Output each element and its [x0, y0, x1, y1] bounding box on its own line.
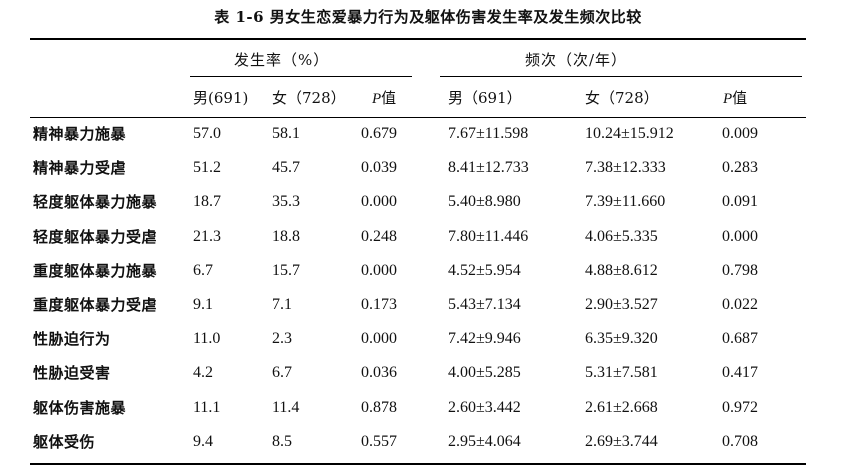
col-header-p1: P值	[372, 88, 396, 109]
cell-rate-male: 9.4	[193, 432, 213, 450]
col-header-rate-male: 男(691)	[193, 89, 249, 107]
cell-freq-male: 5.40±8.980	[448, 193, 521, 211]
col-header-freq-female: 女（728）	[585, 89, 659, 107]
col-header-p2-suffix: 值	[732, 89, 748, 107]
cell-freq-female: 2.61±2.668	[585, 398, 658, 416]
cell-rate-male: 4.2	[193, 364, 213, 382]
group-underline-rate	[190, 76, 412, 77]
cell-rate-male: 6.7	[193, 261, 213, 279]
cell-p-freq: 0.283	[722, 159, 758, 177]
cell-p-freq: 0.798	[722, 261, 758, 279]
cell-p-rate: 0.173	[361, 296, 397, 313]
cell-rate-female: 35.3	[272, 193, 300, 211]
cell-p-rate: 0.878	[361, 398, 397, 416]
col-header-p1-symbol: P	[372, 91, 382, 107]
cell-freq-male: 4.00±5.285	[448, 364, 521, 382]
cell-freq-female: 2.69±3.744	[585, 432, 658, 450]
col-header-freq-male: 男（691）	[448, 89, 522, 107]
cell-rate-male: 21.3	[193, 227, 221, 245]
cell-freq-male: 8.41±12.733	[448, 159, 529, 177]
row-label: 躯体受伤	[33, 432, 96, 451]
cell-freq-male: 7.80±11.446	[448, 227, 529, 245]
cell-rate-male: 51.2	[193, 159, 221, 177]
row-label: 重度躯体暴力施暴	[33, 261, 158, 280]
cell-p-freq: 0.000	[722, 227, 758, 245]
cell-rate-male: 57.0	[193, 125, 221, 142]
col-header-p2: P值	[723, 88, 747, 109]
cell-p-rate: 0.039	[361, 159, 397, 177]
row-label: 精神暴力施暴	[33, 125, 127, 143]
cell-freq-female: 6.35±9.320	[585, 330, 658, 348]
row-label: 轻度躯体暴力受虐	[33, 227, 158, 246]
cell-freq-female: 10.24±15.912	[585, 125, 674, 142]
cell-p-freq: 0.022	[722, 296, 758, 313]
cell-freq-male: 7.67±11.598	[448, 125, 529, 142]
cell-freq-female: 2.90±3.527	[585, 296, 658, 313]
row-label: 重度躯体暴力受虐	[33, 296, 158, 314]
cell-p-freq: 0.417	[722, 364, 758, 382]
top-rule	[30, 38, 806, 40]
col-header-p1-suffix: 值	[381, 89, 397, 107]
cell-freq-female: 4.06±5.335	[585, 227, 658, 245]
cell-freq-female: 4.88±8.612	[585, 261, 658, 279]
col-header-rate-female: 女（728）	[272, 89, 346, 107]
cell-p-rate: 0.557	[361, 432, 397, 450]
cell-rate-female: 18.8	[272, 227, 300, 245]
row-label: 性胁迫行为	[33, 330, 111, 349]
group-header-frequency: 频次（次/年）	[525, 51, 628, 69]
cell-freq-female: 7.39±11.660	[585, 193, 666, 211]
cell-p-freq: 0.091	[722, 193, 758, 211]
cell-rate-female: 15.7	[272, 261, 300, 279]
cell-rate-male: 11.0	[193, 330, 221, 348]
cell-p-freq: 0.009	[722, 125, 758, 142]
cell-freq-male: 2.60±3.442	[448, 398, 521, 416]
cell-rate-female: 7.1	[272, 296, 292, 313]
cell-rate-female: 11.4	[272, 398, 300, 416]
cell-freq-female: 5.31±7.581	[585, 364, 658, 382]
cell-p-rate: 0.000	[361, 330, 397, 348]
cell-p-rate: 0.036	[361, 364, 397, 382]
cell-rate-male: 18.7	[193, 193, 221, 211]
cell-rate-female: 8.5	[272, 432, 292, 450]
cell-rate-female: 2.3	[272, 330, 292, 348]
row-label: 躯体伤害施暴	[33, 398, 127, 417]
bottom-rule	[30, 463, 806, 465]
cell-rate-female: 58.1	[272, 125, 300, 142]
cell-freq-female: 7.38±12.333	[585, 159, 666, 177]
cell-freq-male: 4.52±5.954	[448, 261, 521, 279]
cell-p-rate: 0.000	[361, 261, 397, 279]
cell-p-rate: 0.248	[361, 227, 397, 245]
cell-p-rate: 0.679	[361, 125, 397, 142]
cell-freq-male: 2.95±4.064	[448, 432, 521, 450]
row-label: 性胁迫受害	[33, 364, 111, 383]
header-rule	[30, 117, 806, 118]
cell-rate-male: 9.1	[193, 296, 213, 313]
col-header-p2-symbol: P	[723, 91, 733, 107]
cell-p-rate: 0.000	[361, 193, 397, 211]
cell-rate-female: 6.7	[272, 364, 292, 382]
cell-p-freq: 0.972	[722, 398, 758, 416]
row-label: 精神暴力受虐	[33, 159, 127, 178]
cell-p-freq: 0.687	[722, 330, 758, 348]
cell-freq-male: 5.43±7.134	[448, 296, 521, 313]
group-header-rate: 发生率（%）	[234, 51, 330, 69]
cell-p-freq: 0.708	[722, 432, 758, 450]
cell-rate-male: 11.1	[193, 398, 221, 416]
row-label: 轻度躯体暴力施暴	[33, 193, 158, 212]
group-underline-frequency	[440, 76, 802, 77]
table-caption: 表 1-6 男女生恋爱暴力行为及躯体伤害发生率及发生频次比较	[214, 8, 642, 26]
cell-rate-female: 45.7	[272, 159, 300, 177]
cell-freq-male: 7.42±9.946	[448, 330, 521, 348]
